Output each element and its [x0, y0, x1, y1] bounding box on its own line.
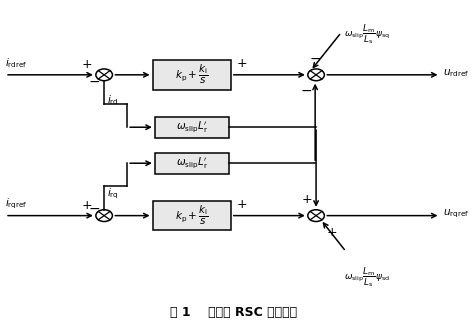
Bar	[152, 201, 231, 230]
Text: $u_{\rm rqref}$: $u_{\rm rqref}$	[443, 208, 469, 220]
Text: $\omega_{\rm slip}\dfrac{L_{\rm m}}{L_{\rm s}}\psi_{\rm sq}$: $\omega_{\rm slip}\dfrac{L_{\rm m}}{L_{\…	[344, 22, 389, 46]
Text: −: −	[89, 201, 100, 215]
Text: $\omega_{\rm slip}L_{\rm r}^{\prime}$: $\omega_{\rm slip}L_{\rm r}^{\prime}$	[176, 156, 208, 171]
Text: $\omega_{\rm slip}\dfrac{L_{\rm m}}{L_{\rm s}}\psi_{\rm sd}$: $\omega_{\rm slip}\dfrac{L_{\rm m}}{L_{\…	[344, 265, 389, 289]
Text: $k_{\rm p}+\dfrac{k_{\rm i}}{s}$: $k_{\rm p}+\dfrac{k_{\rm i}}{s}$	[175, 63, 208, 86]
Text: −: −	[89, 75, 100, 89]
Text: −: −	[301, 84, 312, 98]
Text: 图 1    故障后 RSC 控制框图: 图 1 故障后 RSC 控制框图	[169, 306, 297, 319]
Text: $u_{\rm rdref}$: $u_{\rm rdref}$	[443, 67, 469, 79]
Text: +: +	[237, 198, 247, 211]
Text: +: +	[302, 193, 312, 206]
Text: +: +	[326, 226, 337, 239]
Text: +: +	[81, 58, 92, 71]
Text: $i_{\rm rq}$: $i_{\rm rq}$	[107, 186, 119, 201]
Bar	[155, 153, 228, 174]
Text: −: −	[309, 52, 321, 66]
Text: +: +	[237, 57, 247, 70]
Text: $i_{\rm rqref}$: $i_{\rm rqref}$	[5, 196, 28, 211]
Text: $k_{\rm p}+\dfrac{k_{\rm i}}{s}$: $k_{\rm p}+\dfrac{k_{\rm i}}{s}$	[175, 204, 208, 227]
Text: $i_{\rm rdref}$: $i_{\rm rdref}$	[5, 56, 28, 70]
Bar	[152, 60, 231, 90]
Text: $\omega_{\rm slip}L_{\rm r}^{\prime}$: $\omega_{\rm slip}L_{\rm r}^{\prime}$	[176, 120, 208, 135]
Text: $i_{\rm rd}$: $i_{\rm rd}$	[107, 93, 119, 107]
Text: +: +	[81, 199, 92, 212]
Bar	[155, 117, 228, 138]
